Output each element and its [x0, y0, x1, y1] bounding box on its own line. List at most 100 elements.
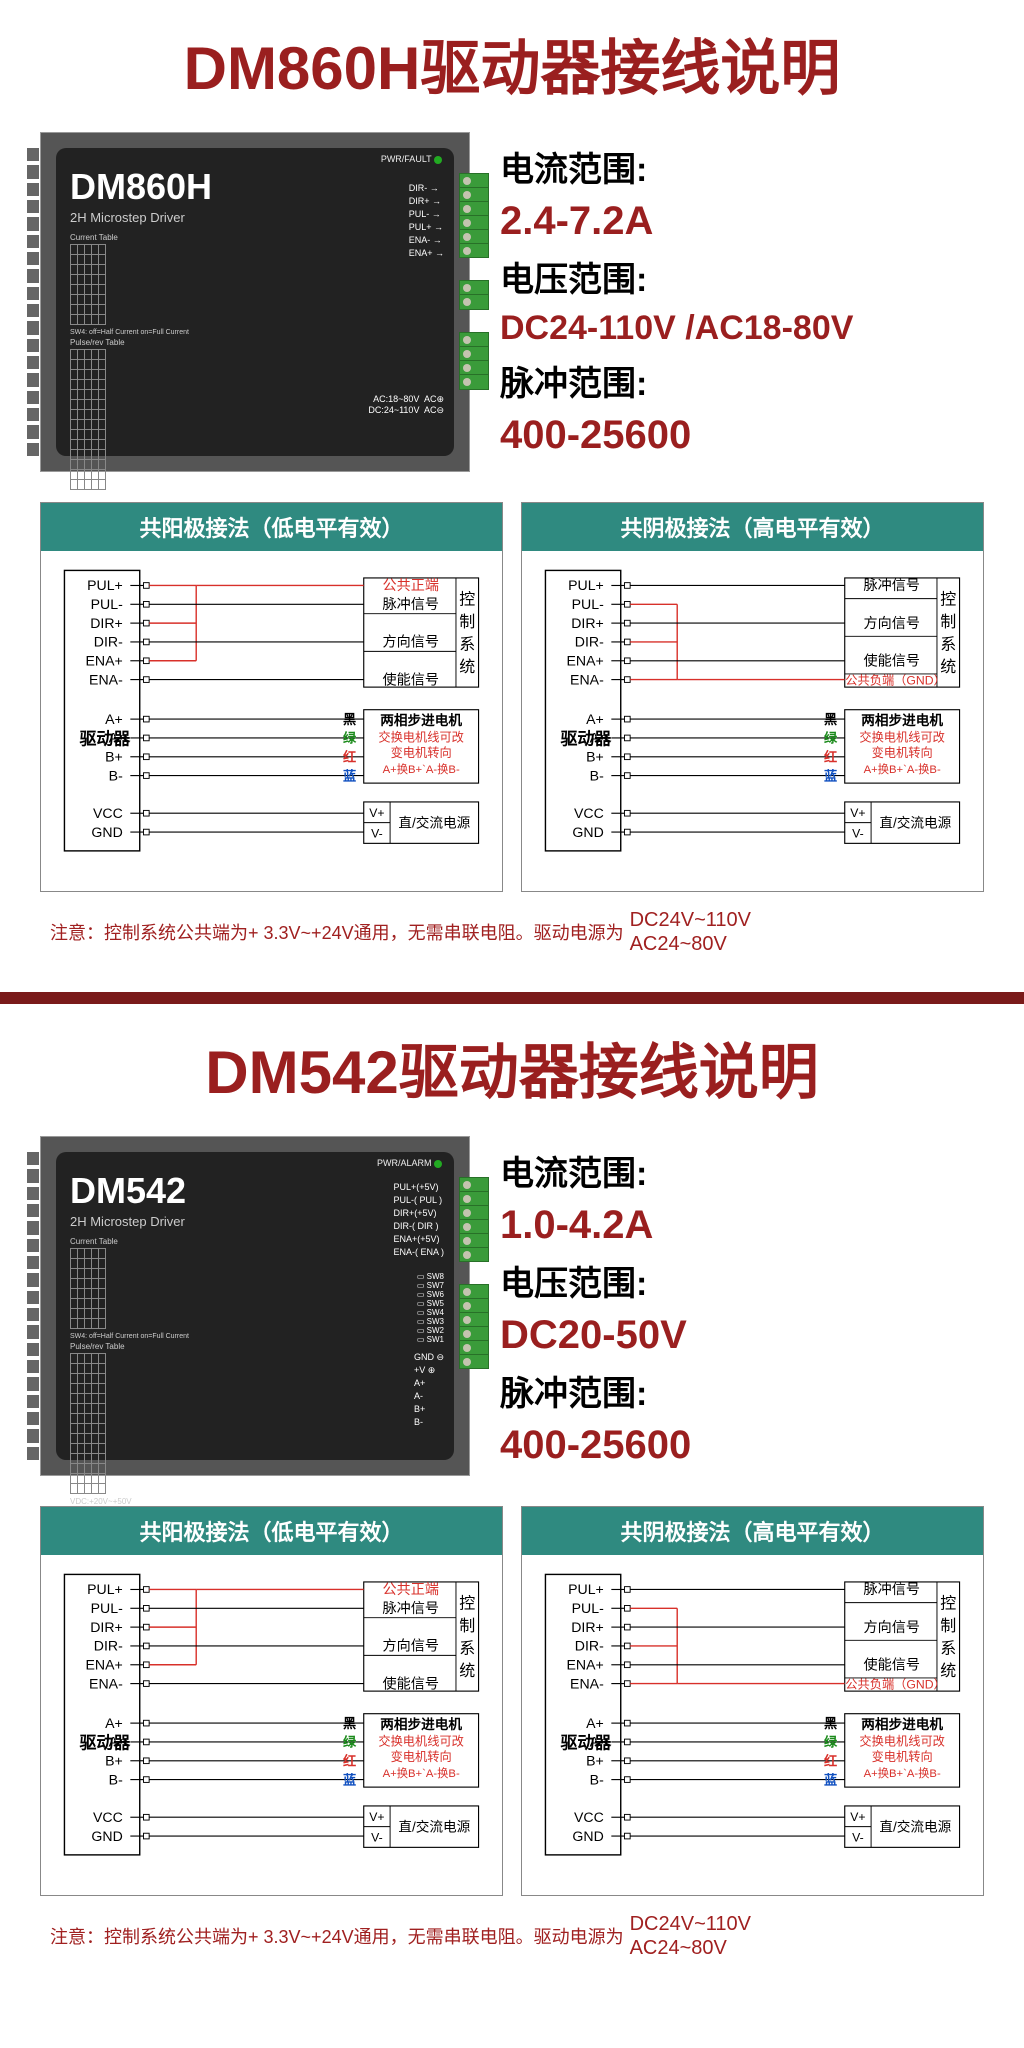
anode-header: 共阳极接法（低电平有效） — [41, 503, 502, 551]
svg-text:绿: 绿 — [343, 730, 357, 746]
svg-text:系: 系 — [940, 635, 956, 653]
svg-text:直/交流电源: 直/交流电源 — [879, 1818, 951, 1834]
svg-text:驱动器: 驱动器 — [80, 1734, 132, 1753]
wiring-diagrams: 共阳极接法（低电平有效） 驱动器PUL+PUL-DIR+DIR-ENA+ENA-… — [40, 1506, 984, 1896]
svg-text:黑: 黑 — [824, 712, 837, 727]
svg-text:蓝: 蓝 — [343, 767, 356, 783]
svg-text:ENA+: ENA+ — [567, 1656, 604, 1672]
svg-text:两相步进电机: 两相步进电机 — [861, 712, 943, 728]
svg-text:ENA-: ENA- — [570, 1675, 604, 1691]
spec-label-0: 电流范围: — [500, 1146, 984, 1195]
svg-text:B+: B+ — [586, 748, 604, 764]
svg-text:PUL+: PUL+ — [87, 1581, 123, 1597]
svg-text:驱动器: 驱动器 — [561, 1734, 613, 1753]
svg-text:脉冲信号: 脉冲信号 — [864, 1581, 920, 1597]
svg-text:使能信号: 使能信号 — [383, 671, 439, 687]
separator — [0, 992, 1024, 1004]
svg-text:B-: B- — [590, 767, 604, 783]
svg-text:A+: A+ — [105, 711, 123, 727]
spec-value-1: DC24-110V /AC18-80V — [500, 309, 984, 348]
cathode-header: 共阴极接法（高电平有效） — [522, 1507, 983, 1555]
svg-text:制: 制 — [459, 1617, 475, 1635]
spec-label-1: 电压范围: — [500, 252, 984, 301]
svg-text:控: 控 — [459, 1594, 475, 1612]
svg-text:脉冲信号: 脉冲信号 — [383, 1600, 439, 1616]
svg-text:绿: 绿 — [824, 730, 838, 746]
svg-text:B-: B- — [109, 1771, 123, 1787]
svg-text:DIR-: DIR- — [94, 1638, 123, 1654]
svg-text:GND: GND — [91, 1828, 122, 1844]
spec-label-1: 电压范围: — [500, 1256, 984, 1305]
svg-text:DIR-: DIR- — [575, 1638, 604, 1654]
svg-text:两相步进电机: 两相步进电机 — [380, 712, 462, 728]
svg-text:B+: B+ — [105, 1752, 123, 1768]
svg-text:PUL+: PUL+ — [568, 1581, 604, 1597]
svg-text:交换电机线可改: 交换电机线可改 — [378, 1734, 464, 1749]
svg-text:V-: V- — [852, 1831, 864, 1845]
driver-section-0: DM860H驱动器接线说明 PWR/FAULT DM860H 2H Micros… — [0, 0, 1024, 992]
svg-text:PUL-: PUL- — [91, 1600, 123, 1616]
svg-text:红: 红 — [343, 748, 356, 764]
svg-text:A+换B+`A-换B-: A+换B+`A-换B- — [383, 762, 460, 776]
svg-text:方向信号: 方向信号 — [383, 1638, 439, 1654]
anode-diagram: 共阳极接法（低电平有效） 驱动器PUL+PUL-DIR+DIR-ENA+ENA-… — [40, 502, 503, 892]
svg-text:绿: 绿 — [343, 1734, 357, 1750]
svg-text:ENA+: ENA+ — [86, 652, 123, 668]
svg-text:使能信号: 使能信号 — [864, 1656, 920, 1672]
svg-text:A+换B+`A-换B-: A+换B+`A-换B- — [383, 1766, 460, 1780]
svg-text:绿: 绿 — [824, 1734, 838, 1750]
svg-text:脉冲信号: 脉冲信号 — [864, 577, 920, 593]
svg-text:A+换B+`A-换B-: A+换B+`A-换B- — [864, 762, 941, 776]
svg-text:脉冲信号: 脉冲信号 — [383, 596, 439, 612]
svg-text:红: 红 — [824, 1752, 837, 1768]
svg-text:V+: V+ — [369, 806, 384, 820]
svg-text:V-: V- — [852, 827, 864, 841]
anode-diagram: 共阳极接法（低电平有效） 驱动器PUL+PUL-DIR+DIR-ENA+ENA-… — [40, 1506, 503, 1896]
svg-text:V+: V+ — [850, 1810, 865, 1824]
svg-text:交换电机线可改: 交换电机线可改 — [859, 1734, 945, 1749]
svg-text:直/交流电源: 直/交流电源 — [398, 814, 470, 830]
cathode-diagram: 共阴极接法（高电平有效） 驱动器PUL+PUL-DIR+DIR-ENA+ENA-… — [521, 502, 984, 892]
svg-text:GND: GND — [572, 824, 603, 840]
svg-text:变电机转向: 变电机转向 — [872, 745, 933, 760]
svg-text:PUL-: PUL- — [91, 596, 123, 612]
svg-text:制: 制 — [940, 1617, 956, 1635]
svg-text:PUL-: PUL- — [572, 596, 604, 612]
spec-label-0: 电流范围: — [500, 142, 984, 191]
svg-text:方向信号: 方向信号 — [383, 634, 439, 650]
driver-photo-1: PWR/ALARM DM542 2H Microstep Driver Curr… — [40, 1136, 470, 1476]
spec-label-2: 脉冲范围: — [500, 1366, 984, 1415]
svg-text:系: 系 — [459, 635, 475, 653]
svg-text:黑: 黑 — [824, 1716, 837, 1731]
svg-text:两相步进电机: 两相步进电机 — [380, 1716, 462, 1732]
svg-text:黑: 黑 — [343, 1716, 356, 1731]
spec-value-0: 2.4-7.2A — [500, 199, 984, 244]
svg-text:变电机转向: 变电机转向 — [391, 745, 452, 760]
svg-text:驱动器: 驱动器 — [561, 730, 613, 749]
svg-text:公共负端（GND）: 公共负端（GND） — [845, 673, 945, 687]
svg-text:两相步进电机: 两相步进电机 — [861, 1716, 943, 1732]
cathode-header: 共阴极接法（高电平有效） — [522, 503, 983, 551]
svg-text:直/交流电源: 直/交流电源 — [879, 814, 951, 830]
svg-text:V+: V+ — [850, 806, 865, 820]
svg-text:A+: A+ — [586, 1715, 604, 1731]
specs: 电流范围: 2.4-7.2A 电压范围: DC24-110V /AC18-80V… — [500, 132, 984, 458]
svg-text:VCC: VCC — [93, 1809, 123, 1825]
svg-text:公共正端: 公共正端 — [383, 577, 439, 593]
svg-text:A+: A+ — [105, 1715, 123, 1731]
note-v2: AC24~80V — [630, 1937, 727, 1959]
svg-text:PUL+: PUL+ — [568, 577, 604, 593]
svg-text:VCC: VCC — [574, 805, 604, 821]
svg-text:制: 制 — [459, 613, 475, 631]
svg-text:A-: A- — [109, 1734, 123, 1750]
svg-text:A-: A- — [590, 730, 604, 746]
svg-text:V+: V+ — [369, 1810, 384, 1824]
svg-text:红: 红 — [824, 748, 837, 764]
svg-text:黑: 黑 — [343, 712, 356, 727]
svg-text:制: 制 — [940, 613, 956, 631]
svg-text:GND: GND — [91, 824, 122, 840]
svg-text:V-: V- — [371, 1831, 383, 1845]
svg-text:ENA+: ENA+ — [86, 1656, 123, 1672]
svg-text:A-: A- — [109, 730, 123, 746]
note-text: 注意：控制系统公共端为+ 3.3V~+24V通用，无需串联电阻。驱动电源为 — [50, 919, 624, 945]
